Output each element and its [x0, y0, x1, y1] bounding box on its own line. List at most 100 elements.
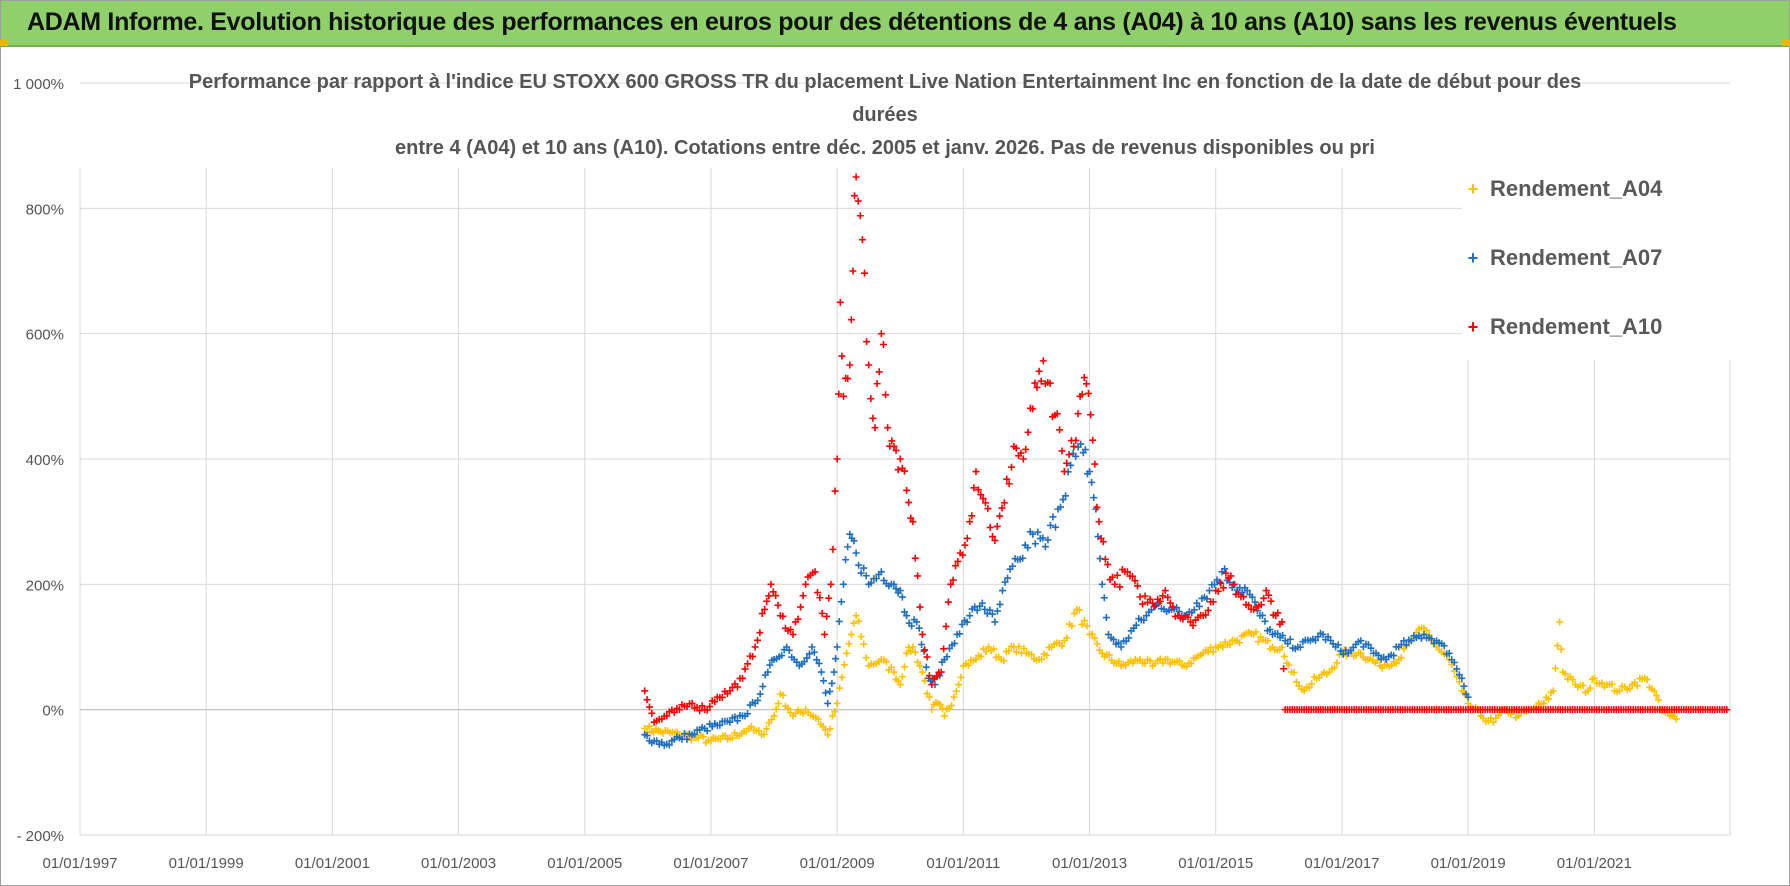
marker-a07 — [1464, 693, 1472, 701]
marker-a07 — [691, 730, 699, 738]
marker-a07 — [1311, 636, 1319, 644]
legend-item-a10[interactable]: + Rendement_A10 — [1462, 312, 1663, 342]
marker-a10 — [641, 687, 649, 695]
marker-a04 — [721, 732, 729, 740]
marker-a07 — [1046, 521, 1054, 529]
marker-a04 — [955, 681, 963, 689]
marker-a10 — [1116, 583, 1124, 591]
marker-a07 — [857, 569, 865, 577]
marker-a07 — [1072, 452, 1080, 460]
marker-a10 — [1022, 445, 1030, 453]
marker-a04 — [1105, 651, 1113, 659]
marker-a07 — [908, 622, 916, 630]
marker-a10 — [937, 668, 945, 676]
marker-a10 — [1053, 410, 1061, 418]
x-tick-label: 01/01/2007 — [673, 855, 748, 872]
marker-a10 — [907, 514, 915, 522]
marker-a04 — [977, 652, 985, 660]
marker-a04 — [914, 658, 922, 666]
marker-a10 — [846, 361, 854, 369]
marker-a04 — [1672, 715, 1680, 723]
marker-a10 — [961, 541, 969, 549]
marker-a10 — [1113, 571, 1121, 579]
marker-a10 — [825, 594, 833, 602]
marker-a04 — [772, 705, 780, 713]
marker-a04 — [1290, 668, 1298, 676]
marker-a07 — [1390, 652, 1398, 660]
marker-a10 — [1260, 594, 1268, 602]
marker-a10 — [1095, 518, 1103, 526]
marker-a07 — [793, 658, 801, 666]
marker-a07 — [1238, 588, 1246, 596]
marker-a07 — [800, 658, 808, 666]
marker-a10 — [847, 316, 855, 324]
marker-a04 — [1058, 642, 1066, 650]
marker-a07 — [1009, 562, 1017, 570]
marker-a07 — [1216, 578, 1224, 586]
marker-a10 — [1017, 449, 1025, 457]
marker-a04 — [928, 706, 936, 714]
marker-a10 — [905, 498, 913, 506]
marker-a04 — [1081, 617, 1089, 625]
marker-a10 — [741, 665, 749, 673]
legend-item-a07[interactable]: + Rendement_A07 — [1462, 243, 1663, 273]
marker-a10 — [1146, 595, 1154, 603]
marker-a10 — [839, 392, 847, 400]
marker-a04 — [1219, 643, 1227, 651]
marker-a04 — [1115, 657, 1123, 665]
marker-a04 — [1235, 639, 1243, 647]
marker-a04 — [814, 715, 822, 723]
marker-a10 — [942, 622, 950, 630]
marker-a10 — [711, 698, 719, 706]
marker-a07 — [978, 599, 986, 607]
marker-a10 — [786, 626, 794, 634]
marker-a10 — [854, 197, 862, 205]
marker-a04 — [860, 640, 868, 648]
marker-a07 — [1357, 637, 1365, 645]
marker-a07 — [822, 689, 830, 697]
marker-a07 — [731, 713, 739, 721]
marker-a07 — [993, 607, 1001, 615]
marker-a07 — [764, 668, 772, 676]
marker-a07 — [852, 549, 860, 557]
marker-a10 — [851, 192, 859, 200]
marker-a10 — [1141, 592, 1149, 600]
marker-a10 — [1029, 405, 1037, 413]
x-tick-label: 01/01/2021 — [1557, 855, 1632, 872]
marker-a04 — [843, 649, 851, 657]
x-tick-label: 01/01/1997 — [42, 855, 117, 872]
marker-a07 — [1420, 630, 1428, 638]
marker-a10 — [1000, 499, 1008, 507]
marker-a04 — [1285, 661, 1293, 669]
legend-item-a04[interactable]: + Rendement_A04 — [1462, 174, 1663, 204]
marker-a07 — [1375, 651, 1383, 659]
marker-a10 — [1189, 621, 1197, 629]
marker-a04 — [952, 687, 960, 695]
marker-a10 — [1265, 591, 1273, 599]
marker-a07 — [824, 699, 832, 707]
marker-a04 — [972, 656, 980, 664]
marker-a10 — [877, 330, 885, 338]
marker-a04 — [755, 727, 763, 735]
marker-a07 — [785, 646, 793, 654]
marker-a10 — [794, 615, 802, 623]
marker-a07 — [872, 575, 880, 583]
marker-a10 — [1099, 538, 1107, 546]
marker-a04 — [1494, 711, 1502, 719]
marker-a07 — [1039, 534, 1047, 542]
marker-a10 — [963, 534, 971, 542]
marker-a04 — [1209, 648, 1217, 656]
legend-marker-a04: + — [1467, 178, 1479, 199]
marker-a10 — [836, 298, 844, 306]
marker-a10 — [933, 673, 941, 681]
marker-a10 — [827, 580, 835, 588]
marker-a07 — [1274, 630, 1282, 638]
marker-a07 — [1334, 641, 1342, 649]
marker-a04 — [833, 699, 841, 707]
marker-a04 — [1540, 699, 1548, 707]
marker-a10 — [1082, 380, 1090, 388]
marker-a07 — [744, 710, 752, 718]
marker-a04 — [1652, 692, 1660, 700]
marker-a07 — [1140, 616, 1148, 624]
marker-a04 — [836, 684, 844, 692]
